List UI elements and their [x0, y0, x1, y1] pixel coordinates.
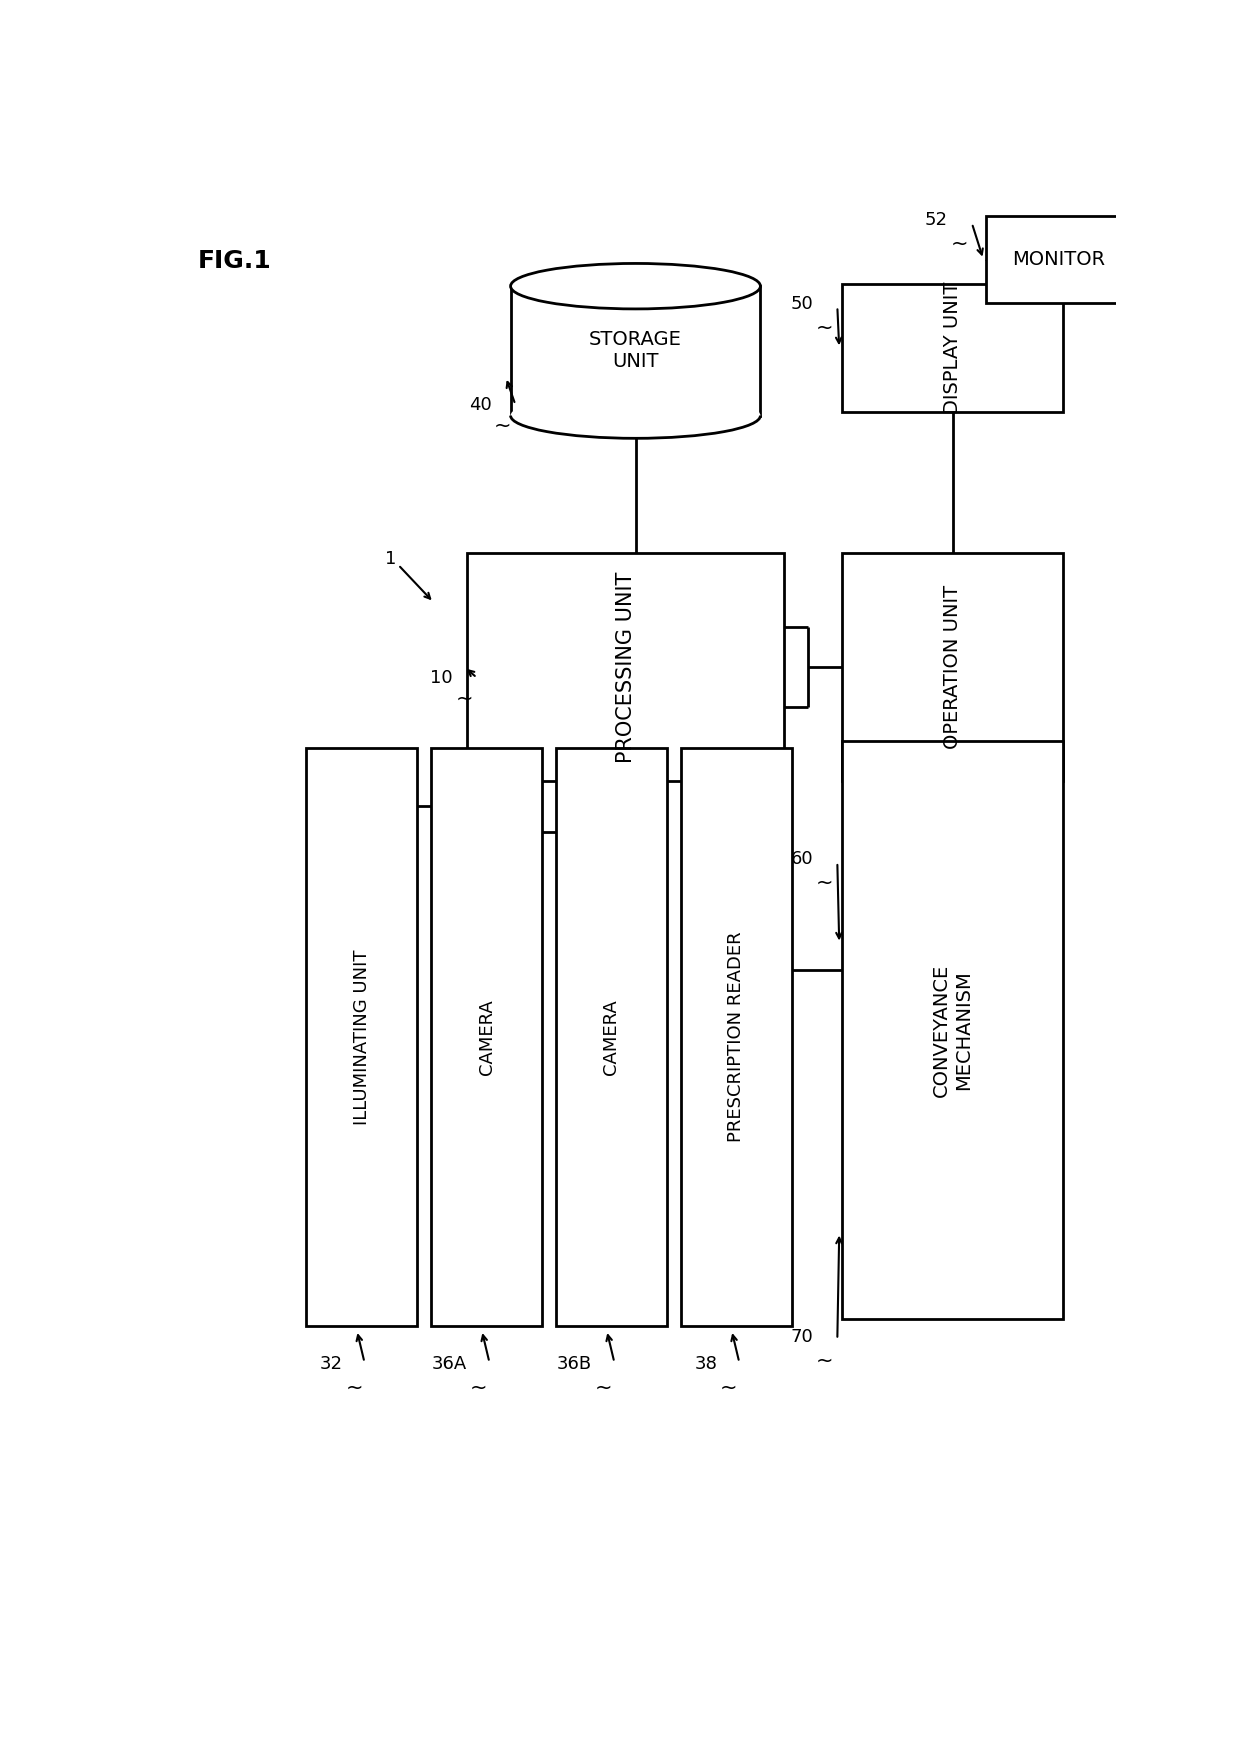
Text: ~: ~	[816, 874, 833, 893]
Text: CAMERA: CAMERA	[603, 999, 620, 1074]
Text: MONITOR: MONITOR	[1012, 250, 1105, 269]
Bar	[511, 287, 760, 416]
Text: DISPLAY UNIT: DISPLAY UNIT	[944, 281, 962, 414]
Text: ~: ~	[595, 1377, 613, 1398]
Bar	[842, 285, 1063, 412]
Text: ~: ~	[951, 234, 968, 253]
Bar	[306, 748, 417, 1326]
Text: PROCESSING UNIT: PROCESSING UNIT	[616, 571, 636, 763]
Bar	[842, 741, 1063, 1319]
Text: 36B: 36B	[557, 1356, 593, 1373]
Text: CAMERA: CAMERA	[477, 999, 496, 1074]
Text: 1: 1	[384, 550, 396, 568]
Bar	[986, 215, 1131, 304]
Text: 52: 52	[925, 211, 947, 229]
Text: ILLUMINATING UNIT: ILLUMINATING UNIT	[352, 949, 371, 1125]
Bar	[842, 552, 1063, 781]
Bar	[432, 748, 542, 1326]
Bar	[557, 748, 667, 1326]
Text: ~: ~	[456, 688, 474, 709]
Text: 36A: 36A	[432, 1356, 467, 1373]
Text: ~: ~	[345, 1377, 363, 1398]
Text: OPERATION UNIT: OPERATION UNIT	[944, 585, 962, 749]
Text: 70: 70	[791, 1328, 813, 1345]
Text: FIG.1: FIG.1	[198, 248, 272, 273]
Ellipse shape	[511, 393, 760, 438]
Bar	[467, 552, 785, 781]
Text: ~: ~	[495, 416, 512, 435]
Text: 40: 40	[469, 395, 491, 414]
Text: ~: ~	[816, 318, 833, 337]
Text: CONVEYANCE
MECHANISM: CONVEYANCE MECHANISM	[932, 964, 973, 1097]
Text: PRESCRIPTION READER: PRESCRIPTION READER	[728, 931, 745, 1143]
Text: STORAGE
UNIT: STORAGE UNIT	[589, 330, 682, 372]
Text: 10: 10	[430, 669, 453, 687]
Text: 60: 60	[791, 851, 813, 868]
Text: 32: 32	[320, 1356, 342, 1373]
Text: ~: ~	[816, 1350, 833, 1370]
Text: 50: 50	[791, 295, 813, 313]
Ellipse shape	[511, 264, 760, 309]
Text: ~: ~	[470, 1377, 487, 1398]
Text: 38: 38	[694, 1356, 717, 1373]
Text: ~: ~	[720, 1377, 738, 1398]
Bar	[681, 748, 791, 1326]
